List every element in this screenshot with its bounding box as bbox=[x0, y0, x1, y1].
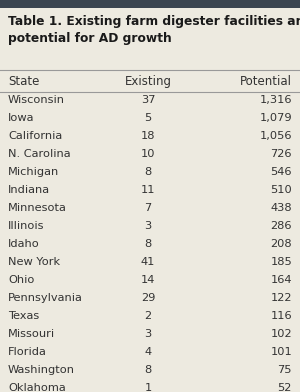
Text: 208: 208 bbox=[270, 239, 292, 249]
Text: 286: 286 bbox=[271, 221, 292, 231]
Text: State: State bbox=[8, 75, 39, 88]
Bar bbox=[0, 0, 300, 8]
Text: 164: 164 bbox=[271, 275, 292, 285]
Bar bbox=[0, 8, 300, 70]
Text: 75: 75 bbox=[278, 365, 292, 375]
Text: Michigan: Michigan bbox=[8, 167, 59, 177]
Text: Idaho: Idaho bbox=[8, 239, 40, 249]
Text: 5: 5 bbox=[144, 113, 152, 123]
Text: Missouri: Missouri bbox=[8, 329, 55, 339]
Text: 18: 18 bbox=[141, 131, 155, 141]
Text: 1,056: 1,056 bbox=[260, 131, 292, 141]
Text: 41: 41 bbox=[141, 257, 155, 267]
Text: 1: 1 bbox=[144, 383, 152, 392]
Text: 102: 102 bbox=[270, 329, 292, 339]
Text: 438: 438 bbox=[270, 203, 292, 213]
Text: 185: 185 bbox=[270, 257, 292, 267]
Text: 546: 546 bbox=[271, 167, 292, 177]
Text: 8: 8 bbox=[144, 167, 152, 177]
Text: Illinois: Illinois bbox=[8, 221, 44, 231]
Text: 7: 7 bbox=[144, 203, 152, 213]
Text: 11: 11 bbox=[141, 185, 155, 195]
Text: Iowa: Iowa bbox=[8, 113, 34, 123]
Text: 116: 116 bbox=[270, 311, 292, 321]
Text: Texas: Texas bbox=[8, 311, 39, 321]
Text: California: California bbox=[8, 131, 62, 141]
Text: Oklahoma: Oklahoma bbox=[8, 383, 66, 392]
Text: 4: 4 bbox=[144, 347, 152, 357]
Text: 510: 510 bbox=[270, 185, 292, 195]
Text: New York: New York bbox=[8, 257, 60, 267]
Text: Ohio: Ohio bbox=[8, 275, 34, 285]
Text: 1,079: 1,079 bbox=[260, 113, 292, 123]
Text: Table 1. Existing farm digester facilities and
potential for AD growth: Table 1. Existing farm digester faciliti… bbox=[8, 15, 300, 45]
Text: 8: 8 bbox=[144, 239, 152, 249]
Text: 726: 726 bbox=[271, 149, 292, 159]
Text: 101: 101 bbox=[270, 347, 292, 357]
Text: 29: 29 bbox=[141, 293, 155, 303]
Text: 1,316: 1,316 bbox=[260, 95, 292, 105]
Text: Washington: Washington bbox=[8, 365, 75, 375]
Text: 8: 8 bbox=[144, 365, 152, 375]
Text: Florida: Florida bbox=[8, 347, 47, 357]
Text: 37: 37 bbox=[141, 95, 155, 105]
Text: 3: 3 bbox=[144, 221, 152, 231]
Text: 3: 3 bbox=[144, 329, 152, 339]
Text: Wisconsin: Wisconsin bbox=[8, 95, 65, 105]
Text: 2: 2 bbox=[144, 311, 152, 321]
Text: Minnesota: Minnesota bbox=[8, 203, 67, 213]
Text: Indiana: Indiana bbox=[8, 185, 50, 195]
Text: 52: 52 bbox=[278, 383, 292, 392]
Text: Pennsylvania: Pennsylvania bbox=[8, 293, 83, 303]
Text: 122: 122 bbox=[271, 293, 292, 303]
Text: N. Carolina: N. Carolina bbox=[8, 149, 70, 159]
Text: Potential: Potential bbox=[240, 75, 292, 88]
Text: 10: 10 bbox=[141, 149, 155, 159]
Text: 14: 14 bbox=[141, 275, 155, 285]
Text: Existing: Existing bbox=[124, 75, 172, 88]
